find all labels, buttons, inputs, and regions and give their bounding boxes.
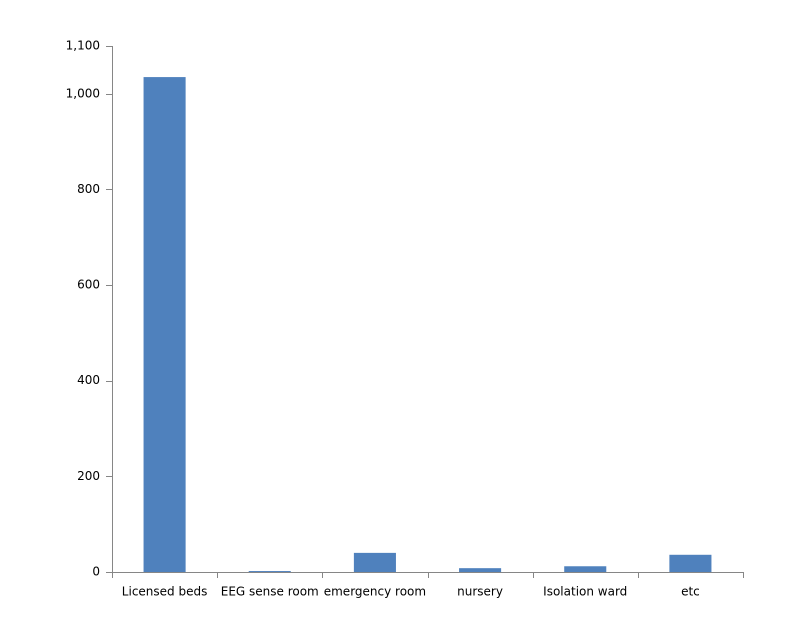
bar — [353, 552, 396, 572]
y-tick-label: 1,000 — [66, 86, 100, 100]
y-tick-label: 200 — [77, 469, 100, 483]
x-tick-label: emergency room — [324, 585, 426, 599]
bar — [248, 571, 291, 572]
y-tick-label: 400 — [77, 373, 100, 387]
x-tick-label: Isolation ward — [543, 585, 627, 599]
bar — [143, 77, 186, 572]
bar — [669, 554, 712, 572]
bar — [459, 568, 502, 572]
y-tick-label: 800 — [77, 182, 100, 196]
x-tick-label: nursery — [457, 585, 503, 599]
y-tick-label: 600 — [77, 278, 100, 292]
x-tick-label: Licensed beds — [122, 585, 208, 599]
x-tick-label: etc — [681, 585, 700, 599]
y-tick-label: 0 — [92, 565, 100, 579]
x-tick-label: EEG sense room — [221, 585, 319, 599]
bar — [564, 566, 607, 572]
y-tick-label: 1,100 — [66, 39, 100, 53]
